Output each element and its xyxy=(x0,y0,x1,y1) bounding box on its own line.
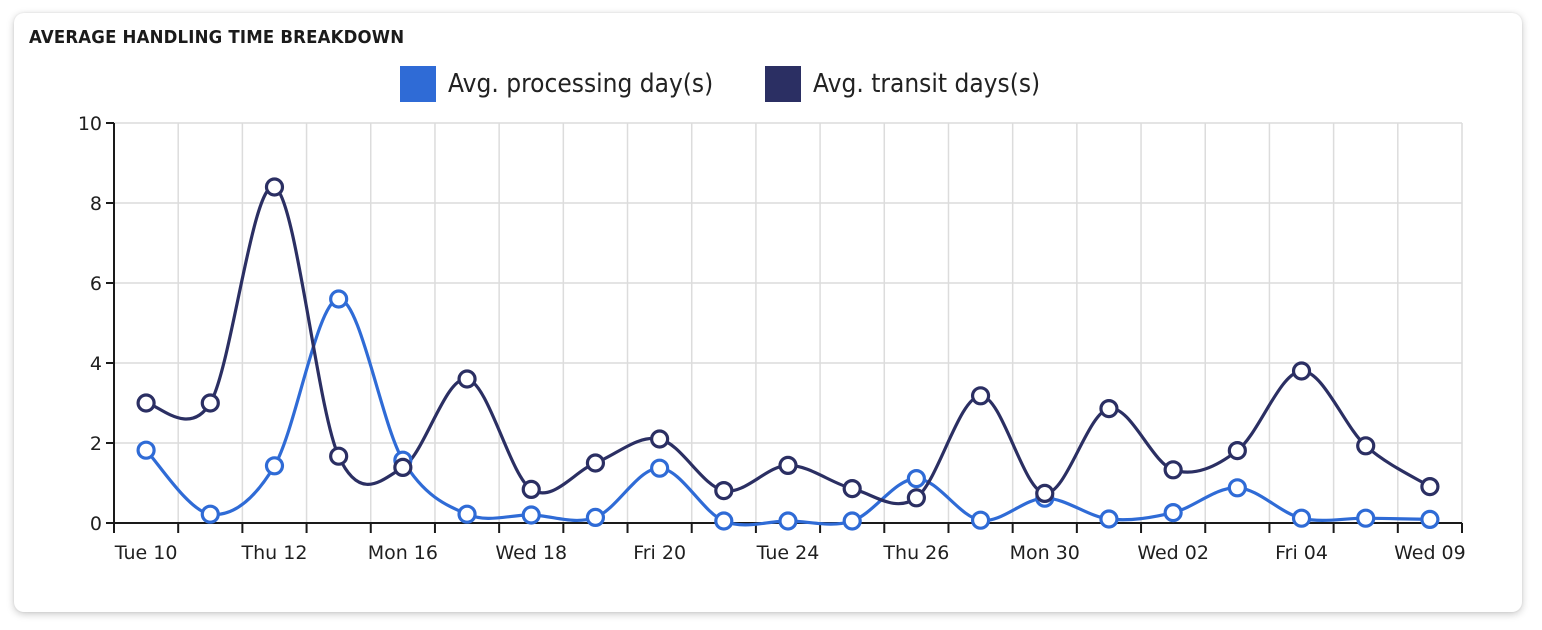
x-tick-label: Wed 18 xyxy=(495,542,567,564)
y-tick-label: 2 xyxy=(90,433,102,455)
x-tick-label: Wed 09 xyxy=(1394,542,1466,564)
x-tick-label: Mon 16 xyxy=(368,542,438,564)
data-point xyxy=(136,393,156,413)
y-tick-label: 8 xyxy=(90,193,102,215)
data-point xyxy=(1227,441,1247,461)
data-point xyxy=(906,469,926,489)
data-point xyxy=(585,507,606,528)
chart-legend: Avg. processing day(s) Avg. transit days… xyxy=(400,66,1087,102)
data-point xyxy=(1420,509,1440,530)
data-point xyxy=(1291,508,1312,528)
legend-label-processing: Avg. processing day(s) xyxy=(448,69,714,99)
chart-series xyxy=(136,177,1440,531)
data-point xyxy=(650,458,670,478)
data-point xyxy=(970,386,991,406)
data-point xyxy=(714,481,734,501)
x-tick-label: Tue 10 xyxy=(114,542,178,564)
series-line-1 xyxy=(145,185,1431,506)
data-point xyxy=(1227,478,1247,498)
data-point xyxy=(200,393,220,413)
data-point xyxy=(1035,483,1055,503)
data-point xyxy=(970,510,991,530)
data-point xyxy=(1291,361,1312,381)
data-point xyxy=(393,457,413,477)
x-tick-label: Wed 02 xyxy=(1137,542,1209,564)
x-tick-label: Tue 24 xyxy=(756,542,820,564)
y-tick-label: 4 xyxy=(90,353,102,375)
x-tick-label: Thu 26 xyxy=(882,542,949,564)
data-point xyxy=(778,455,798,475)
data-point xyxy=(842,479,862,499)
data-point xyxy=(585,453,606,473)
chart-card xyxy=(14,13,1522,612)
x-tick-label: Thu 12 xyxy=(241,542,308,564)
legend-item-processing[interactable]: Avg. processing day(s) xyxy=(400,66,743,102)
data-point xyxy=(778,511,798,531)
data-point xyxy=(906,488,926,508)
chart-title: AVERAGE HANDLING TIME BREAKDOWN xyxy=(29,27,405,48)
data-point xyxy=(329,446,349,466)
data-point xyxy=(1420,477,1440,497)
data-point xyxy=(521,505,541,525)
y-tick-label: 10 xyxy=(78,113,102,135)
data-point xyxy=(714,511,734,531)
data-point xyxy=(521,479,541,499)
y-tick-label: 0 xyxy=(90,513,102,535)
data-point xyxy=(136,440,156,460)
legend-swatch-processing xyxy=(400,66,436,102)
data-point xyxy=(1356,508,1376,528)
data-point xyxy=(650,429,670,449)
legend-swatch-transit xyxy=(764,66,801,102)
x-tick-label: Fri 20 xyxy=(633,542,686,564)
data-point xyxy=(329,289,349,309)
data-point xyxy=(1163,502,1183,523)
x-tick-label: Fri 04 xyxy=(1275,542,1328,564)
legend-item-transit[interactable]: Avg. transit days(s) xyxy=(764,66,1065,102)
data-point xyxy=(1356,436,1376,456)
legend-label-transit: Avg. transit days(s) xyxy=(812,69,1040,99)
chart-axes: 0 2 4 6 8 10 Tue 10 Thu 12 Mon 16 Wed 18 Fri 20 Tue… xyxy=(78,113,1466,564)
data-point xyxy=(1099,509,1119,529)
data-point xyxy=(264,177,285,197)
data-point xyxy=(200,504,220,524)
x-tick-label: Mon 30 xyxy=(1010,542,1080,564)
data-point xyxy=(842,511,862,531)
data-point xyxy=(1099,399,1119,419)
data-point xyxy=(457,504,477,524)
data-point xyxy=(1163,460,1183,480)
data-point xyxy=(457,369,477,389)
y-tick-label: 6 xyxy=(90,273,102,295)
data-point xyxy=(264,456,285,476)
